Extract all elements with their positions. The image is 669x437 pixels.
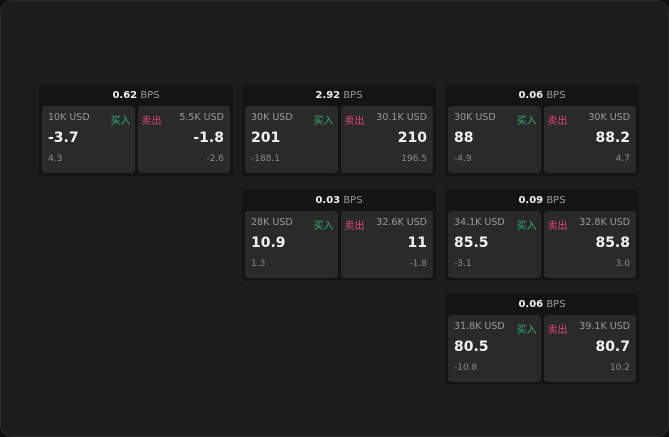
sell-card[interactable]: 卖出 30K USD 88.2 4.7 (543, 106, 636, 173)
sell-card[interactable]: 卖出 32.6K USD 11 -1.8 (340, 211, 433, 278)
buy-size: 30K USD (454, 112, 496, 123)
sell-price: 88.2 (595, 130, 630, 146)
sell-change: 10.2 (609, 363, 630, 373)
sell-size: 32.8K USD (579, 217, 630, 228)
buy-price: 88 (454, 130, 474, 146)
buy-change: -10.8 (454, 363, 478, 373)
buy-change: -188.1 (251, 154, 281, 164)
buy-card[interactable]: 30K USD 买入 201 -188.1 (245, 106, 338, 173)
sell-size: 39.1K USD (579, 321, 630, 332)
buy-size: 10K USD (48, 112, 90, 123)
spread-unit: BPS (546, 195, 566, 206)
buy-change: 1.3 (251, 259, 266, 269)
buy-card[interactable]: 31.8K USD 买入 80.5 -10.8 (448, 315, 541, 382)
spread-header: 0.03 BPS (242, 190, 436, 211)
buy-price: 10.9 (251, 235, 286, 251)
sell-price: 85.8 (595, 235, 630, 251)
buy-label: 买入 (313, 221, 334, 232)
sell-label: 卖出 (344, 116, 365, 127)
buy-price: 80.5 (454, 339, 489, 355)
sell-price: 80.7 (595, 339, 630, 355)
spread-header: 0.06 BPS (445, 85, 639, 106)
sell-size: 30K USD (588, 112, 630, 123)
buy-size: 34.1K USD (454, 217, 505, 228)
sell-change: -2.6 (206, 154, 224, 164)
buy-card[interactable]: 10K USD 买入 -3.7 4.3 (42, 106, 135, 173)
sell-label: 卖出 (547, 221, 568, 232)
spread-header: 0.06 BPS (445, 294, 639, 315)
spread-unit: BPS (343, 195, 363, 206)
sell-label: 卖出 (547, 325, 568, 336)
sell-card[interactable]: 卖出 5.5K USD -1.8 -2.6 (137, 106, 230, 173)
spread-unit: BPS (140, 90, 160, 101)
quote-widget: 0.06 BPS 30K USD 买入 88 -4.9 卖出 30K USD 8… (445, 85, 639, 176)
sell-size: 32.6K USD (376, 217, 427, 228)
buy-size: 30K USD (251, 112, 293, 123)
quote-widget: 0.03 BPS 28K USD 买入 10.9 1.3 卖出 32.6K US… (242, 190, 436, 281)
buy-price: 201 (251, 130, 281, 146)
buy-label: 买入 (516, 221, 537, 232)
sell-label: 卖出 (141, 116, 162, 127)
quote-widget: 0.06 BPS 31.8K USD 买入 80.5 -10.8 卖出 39.1… (445, 294, 639, 385)
spread-header: 0.62 BPS (39, 85, 233, 106)
buy-change: -4.9 (454, 154, 472, 164)
spread-unit: BPS (343, 90, 363, 101)
spread-header: 2.92 BPS (242, 85, 436, 106)
buy-price: 85.5 (454, 235, 489, 251)
spread-header: 0.09 BPS (445, 190, 639, 211)
spread-value: 0.06 (518, 299, 544, 310)
sell-size: 5.5K USD (179, 112, 224, 123)
sell-change: 4.7 (615, 154, 630, 164)
buy-card[interactable]: 34.1K USD 买入 85.5 -3.1 (448, 211, 541, 278)
buy-price: -3.7 (48, 130, 79, 146)
sell-price: -1.8 (193, 130, 224, 146)
sell-price: 210 (397, 130, 427, 146)
buy-label: 买入 (110, 116, 131, 127)
quote-widget: 0.09 BPS 34.1K USD 买入 85.5 -3.1 卖出 32.8K… (445, 190, 639, 281)
spread-value: 0.09 (518, 195, 544, 206)
spread-value: 0.03 (315, 195, 341, 206)
buy-label: 买入 (313, 116, 334, 127)
sell-change: 196.5 (401, 154, 427, 164)
spread-value: 2.92 (315, 90, 341, 101)
buy-card[interactable]: 28K USD 买入 10.9 1.3 (245, 211, 338, 278)
buy-label: 买入 (516, 116, 537, 127)
sell-label: 卖出 (547, 116, 568, 127)
spread-unit: BPS (546, 90, 566, 101)
quote-widget: 0.62 BPS 10K USD 买入 -3.7 4.3 卖出 5.5K USD… (39, 85, 233, 176)
buy-label: 买入 (516, 325, 537, 336)
buy-size: 28K USD (251, 217, 293, 228)
quote-widget: 2.92 BPS 30K USD 买入 201 -188.1 卖出 30.1K … (242, 85, 436, 176)
buy-card[interactable]: 30K USD 买入 88 -4.9 (448, 106, 541, 173)
sell-price: 11 (407, 235, 427, 251)
sell-size: 30.1K USD (376, 112, 427, 123)
sell-change: 3.0 (615, 259, 630, 269)
spread-value: 0.62 (112, 90, 138, 101)
sell-card[interactable]: 卖出 30.1K USD 210 196.5 (340, 106, 433, 173)
sell-label: 卖出 (344, 221, 365, 232)
buy-size: 31.8K USD (454, 321, 505, 332)
buy-change: -3.1 (454, 259, 472, 269)
sell-card[interactable]: 卖出 32.8K USD 85.8 3.0 (543, 211, 636, 278)
buy-change: 4.3 (48, 154, 63, 164)
spread-value: 0.06 (518, 90, 544, 101)
sell-card[interactable]: 卖出 39.1K USD 80.7 10.2 (543, 315, 636, 382)
spread-unit: BPS (546, 299, 566, 310)
sell-change: -1.8 (409, 259, 427, 269)
